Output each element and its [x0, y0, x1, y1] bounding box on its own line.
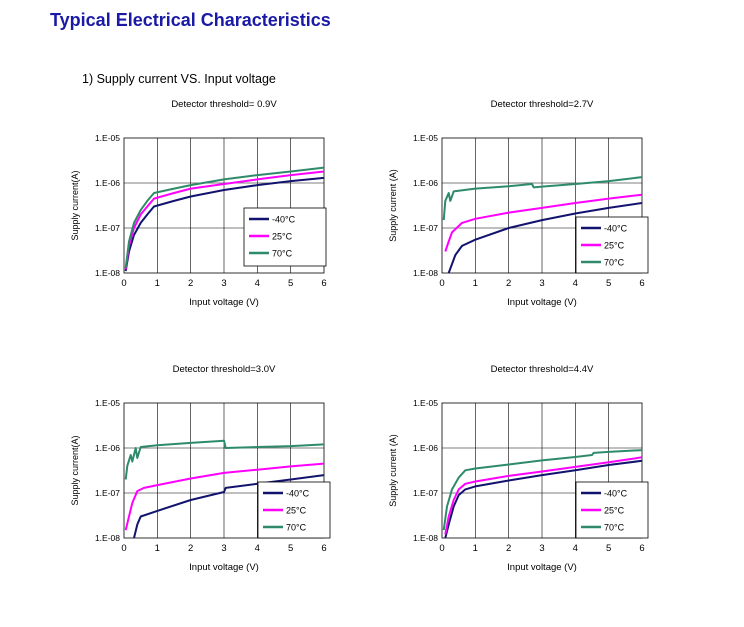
x-tick-label: 1	[155, 278, 160, 289]
legend: -40°C 25°C 70°C	[575, 216, 649, 274]
y-tick-label: 1.E-07	[413, 223, 438, 233]
series-line-2	[442, 449, 642, 531]
x-tick-label: 4	[573, 543, 578, 554]
y-tick-label: 1.E-06	[95, 443, 120, 453]
series-line-1	[444, 193, 642, 252]
y-tick-label: 1.E-07	[95, 488, 120, 498]
y-tick-label: 1.E-06	[413, 178, 438, 188]
x-tick-label: 3	[221, 278, 226, 289]
y-tick-label: 1.E-08	[95, 533, 120, 543]
x-tick-label: 2	[188, 543, 193, 554]
chart-title: Detector threshold=4.4V	[491, 364, 594, 375]
y-tick-label: 1.E-07	[413, 488, 438, 498]
chart-4: Detector threshold=4.4V 0 1 2 3 4 5 6 1.E-08 1.E-…	[388, 364, 649, 573]
x-tick-label: 3	[539, 543, 544, 554]
x-tick-label: 2	[188, 278, 193, 289]
series-line-1	[124, 170, 324, 270]
legend-label: 25°C	[604, 241, 625, 251]
y-tick-label: 1.E-05	[413, 133, 438, 143]
x-tick-label: 0	[439, 278, 444, 289]
y-tick-label: 1.E-08	[95, 268, 120, 278]
section-title: 1) Supply current VS. Input voltage	[82, 72, 276, 86]
x-tick-label: 1	[155, 543, 160, 554]
x-tick-label: 6	[321, 543, 326, 554]
y-tick-label: 1.E-06	[95, 178, 120, 188]
y-tick-label: 1.E-05	[413, 398, 438, 408]
x-tick-label: 1	[473, 543, 478, 554]
legend-label: -40°C	[604, 224, 628, 234]
chart-title: Detector threshold=2.7V	[491, 99, 594, 110]
y-tick-label: 1.E-07	[95, 223, 120, 233]
chart-3: Detector threshold=3.0V 0 1 2 3 4 5 6 1.E-08 1.E-…	[70, 364, 331, 573]
legend: -40°C 25°C 70°C	[243, 207, 327, 267]
legend-label: 70°C	[272, 249, 293, 259]
series-line-2	[124, 439, 324, 480]
legend-label: 25°C	[286, 506, 307, 516]
y-tick-label: 1.E-05	[95, 398, 120, 408]
legend-label: 70°C	[286, 523, 307, 533]
chart-1: Detector threshold= 0.9V 0 1 2 3 4 5 6 1.E-08 1.E…	[70, 99, 327, 308]
y-tick-label: 1.E-06	[413, 443, 438, 453]
legend: -40°C 25°C 70°C	[257, 481, 331, 539]
x-tick-label: 2	[506, 543, 511, 554]
chart-2: Detector threshold=2.7V 0 1 2 3 4 5 6 1.E-08 1.E-…	[388, 99, 649, 308]
x-tick-label: 3	[221, 543, 226, 554]
y-tick-label: 1.E-05	[95, 133, 120, 143]
series-line-2	[124, 166, 324, 269]
y-axis-label: Supply current(A)	[70, 435, 80, 505]
x-tick-label: 6	[639, 278, 644, 289]
legend-label: -40°C	[286, 489, 310, 499]
chart-title: Detector threshold= 0.9V	[171, 99, 277, 110]
x-tick-label: 5	[606, 543, 611, 554]
legend-label: 70°C	[604, 523, 625, 533]
legend-label: 25°C	[604, 506, 625, 516]
legend-label: -40°C	[604, 489, 628, 499]
y-axis-label: Supply current (A)	[388, 169, 398, 242]
series-line-0	[124, 176, 324, 272]
legend-label: 70°C	[604, 258, 625, 268]
x-tick-label: 0	[121, 543, 126, 554]
series-line-2	[442, 176, 642, 221]
x-tick-label: 2	[506, 278, 511, 289]
x-tick-label: 4	[573, 278, 578, 289]
y-tick-label: 1.E-08	[413, 268, 438, 278]
y-tick-label: 1.E-08	[413, 533, 438, 543]
series-line-0	[444, 459, 642, 538]
page-title: Typical Electrical Characteristics	[50, 10, 331, 30]
x-tick-label: 5	[288, 543, 293, 554]
legend-label: -40°C	[272, 215, 296, 225]
x-tick-label: 6	[639, 543, 644, 554]
x-tick-label: 1	[473, 278, 478, 289]
series-line-1	[124, 462, 324, 531]
x-axis-label: Input voltage (V)	[507, 297, 577, 308]
x-tick-label: 0	[439, 543, 444, 554]
x-tick-label: 5	[288, 278, 293, 289]
x-tick-label: 5	[606, 278, 611, 289]
x-tick-label: 4	[255, 543, 260, 554]
x-tick-label: 3	[539, 278, 544, 289]
legend: -40°C 25°C 70°C	[575, 481, 649, 539]
series-line-0	[447, 202, 642, 273]
y-axis-label: Supply current(A)	[70, 170, 80, 240]
x-tick-label: 4	[255, 278, 260, 289]
x-tick-label: 0	[121, 278, 126, 289]
x-axis-label: Input voltage (V)	[507, 562, 577, 573]
chart-title: Detector threshold=3.0V	[173, 364, 276, 375]
legend-label: 25°C	[272, 232, 293, 242]
x-axis-label: Input voltage (V)	[189, 297, 259, 308]
y-axis-label: Supply current (A)	[388, 434, 398, 507]
series-line-1	[444, 456, 642, 535]
x-axis-label: Input voltage (V)	[189, 562, 259, 573]
x-tick-label: 6	[321, 278, 326, 289]
